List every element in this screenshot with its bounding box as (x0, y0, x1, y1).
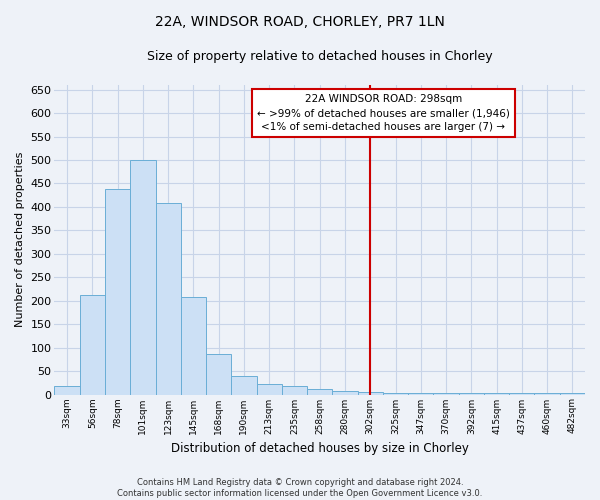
Bar (535, 392, 560, 394)
Bar (206, 354, 232, 395)
Bar (181, 298, 206, 394)
Bar (408, 392, 433, 394)
Bar (80, 294, 105, 394)
Bar (105, 189, 130, 394)
Bar (232, 376, 257, 394)
Bar (509, 392, 535, 394)
Y-axis label: Number of detached properties: Number of detached properties (15, 152, 25, 328)
Bar (282, 386, 307, 394)
Bar (55, 386, 80, 394)
Bar (130, 160, 155, 394)
Bar (332, 391, 358, 394)
Bar (433, 392, 458, 394)
Text: 22A WINDSOR ROAD: 298sqm
← >99% of detached houses are smaller (1,946)
<1% of se: 22A WINDSOR ROAD: 298sqm ← >99% of detac… (257, 94, 510, 132)
Bar (155, 203, 181, 394)
Bar (560, 393, 585, 394)
Text: Contains HM Land Registry data © Crown copyright and database right 2024.
Contai: Contains HM Land Registry data © Crown c… (118, 478, 482, 498)
Bar (257, 384, 282, 394)
Bar (358, 392, 383, 394)
Bar (458, 392, 484, 394)
X-axis label: Distribution of detached houses by size in Chorley: Distribution of detached houses by size … (171, 442, 469, 455)
Text: 22A, WINDSOR ROAD, CHORLEY, PR7 1LN: 22A, WINDSOR ROAD, CHORLEY, PR7 1LN (155, 15, 445, 29)
Bar (484, 392, 509, 394)
Bar (383, 392, 408, 394)
Title: Size of property relative to detached houses in Chorley: Size of property relative to detached ho… (147, 50, 493, 63)
Bar (307, 389, 332, 394)
